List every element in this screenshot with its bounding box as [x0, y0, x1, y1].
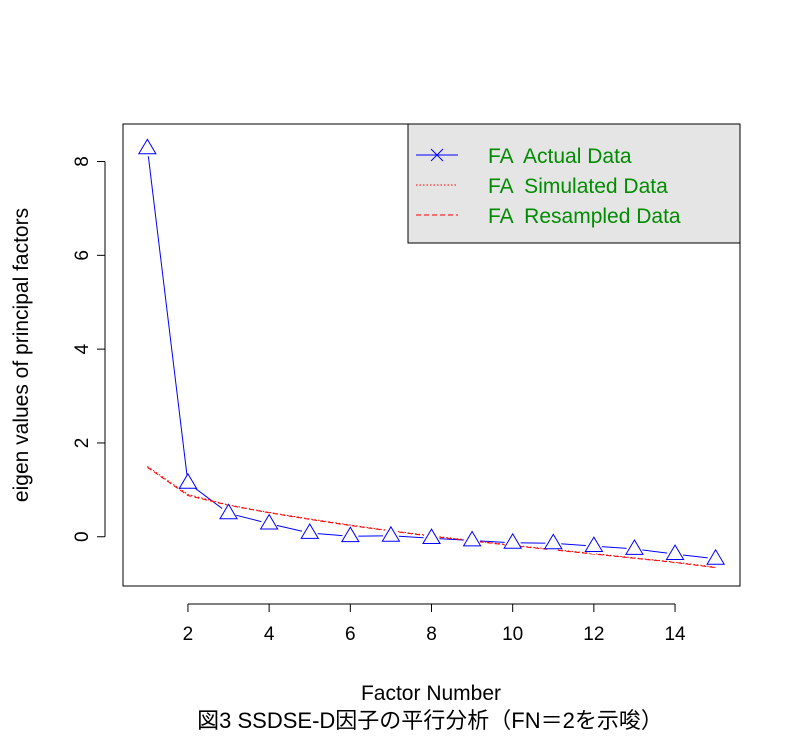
actual-data-point: [584, 536, 604, 553]
x-tick-label: 6: [345, 624, 356, 645]
y-tick-label: 4: [72, 343, 93, 354]
x-axis-title: Factor Number: [361, 682, 501, 705]
actual-data-point: [381, 525, 401, 542]
actual-data-point: [137, 138, 157, 155]
legend-box: [407, 123, 741, 244]
actual-data-point: [625, 538, 644, 555]
x-tick-label: 4: [264, 624, 275, 645]
actual-data-point: [665, 544, 685, 561]
actual-data-point: [462, 530, 482, 547]
legend-label: FA Resampled Data: [488, 205, 681, 228]
actual-data-point: [259, 513, 279, 530]
y-tick-label: 0: [72, 531, 93, 542]
legend-x-marker: [430, 148, 444, 162]
x-tick-label: 14: [664, 624, 686, 645]
actual-data-point: [178, 472, 198, 489]
legend-label: FA Actual Data: [488, 145, 632, 168]
y-tick-label: 6: [72, 250, 93, 261]
actual-data-point: [706, 548, 726, 565]
actual-data-point: [503, 532, 523, 549]
x-tick-label: 10: [502, 624, 523, 645]
actual-data-point: [300, 523, 320, 539]
x-tick-label: 8: [426, 624, 437, 645]
y-tick-label: 8: [72, 156, 93, 167]
legend: FA Actual Data FA Simulated Data FA Resamp…: [407, 123, 741, 244]
actual-data-point: [340, 526, 360, 543]
y-tick-label: 2: [72, 438, 93, 449]
y-axis-title: eigen values of principal factors: [10, 208, 33, 502]
actual-data-point: [219, 503, 238, 520]
figure-caption: 図3 SSDSE-D因子の平行分析（FN＝2を示唆）: [197, 708, 663, 733]
x-tick-label: 2: [183, 624, 194, 645]
x-tick-label: 12: [583, 624, 604, 645]
legend-label: FA Simulated Data: [488, 175, 668, 198]
simulated-data-line: [147, 465, 716, 568]
actual-data-point: [422, 528, 441, 545]
actual-data-point: [543, 533, 563, 550]
